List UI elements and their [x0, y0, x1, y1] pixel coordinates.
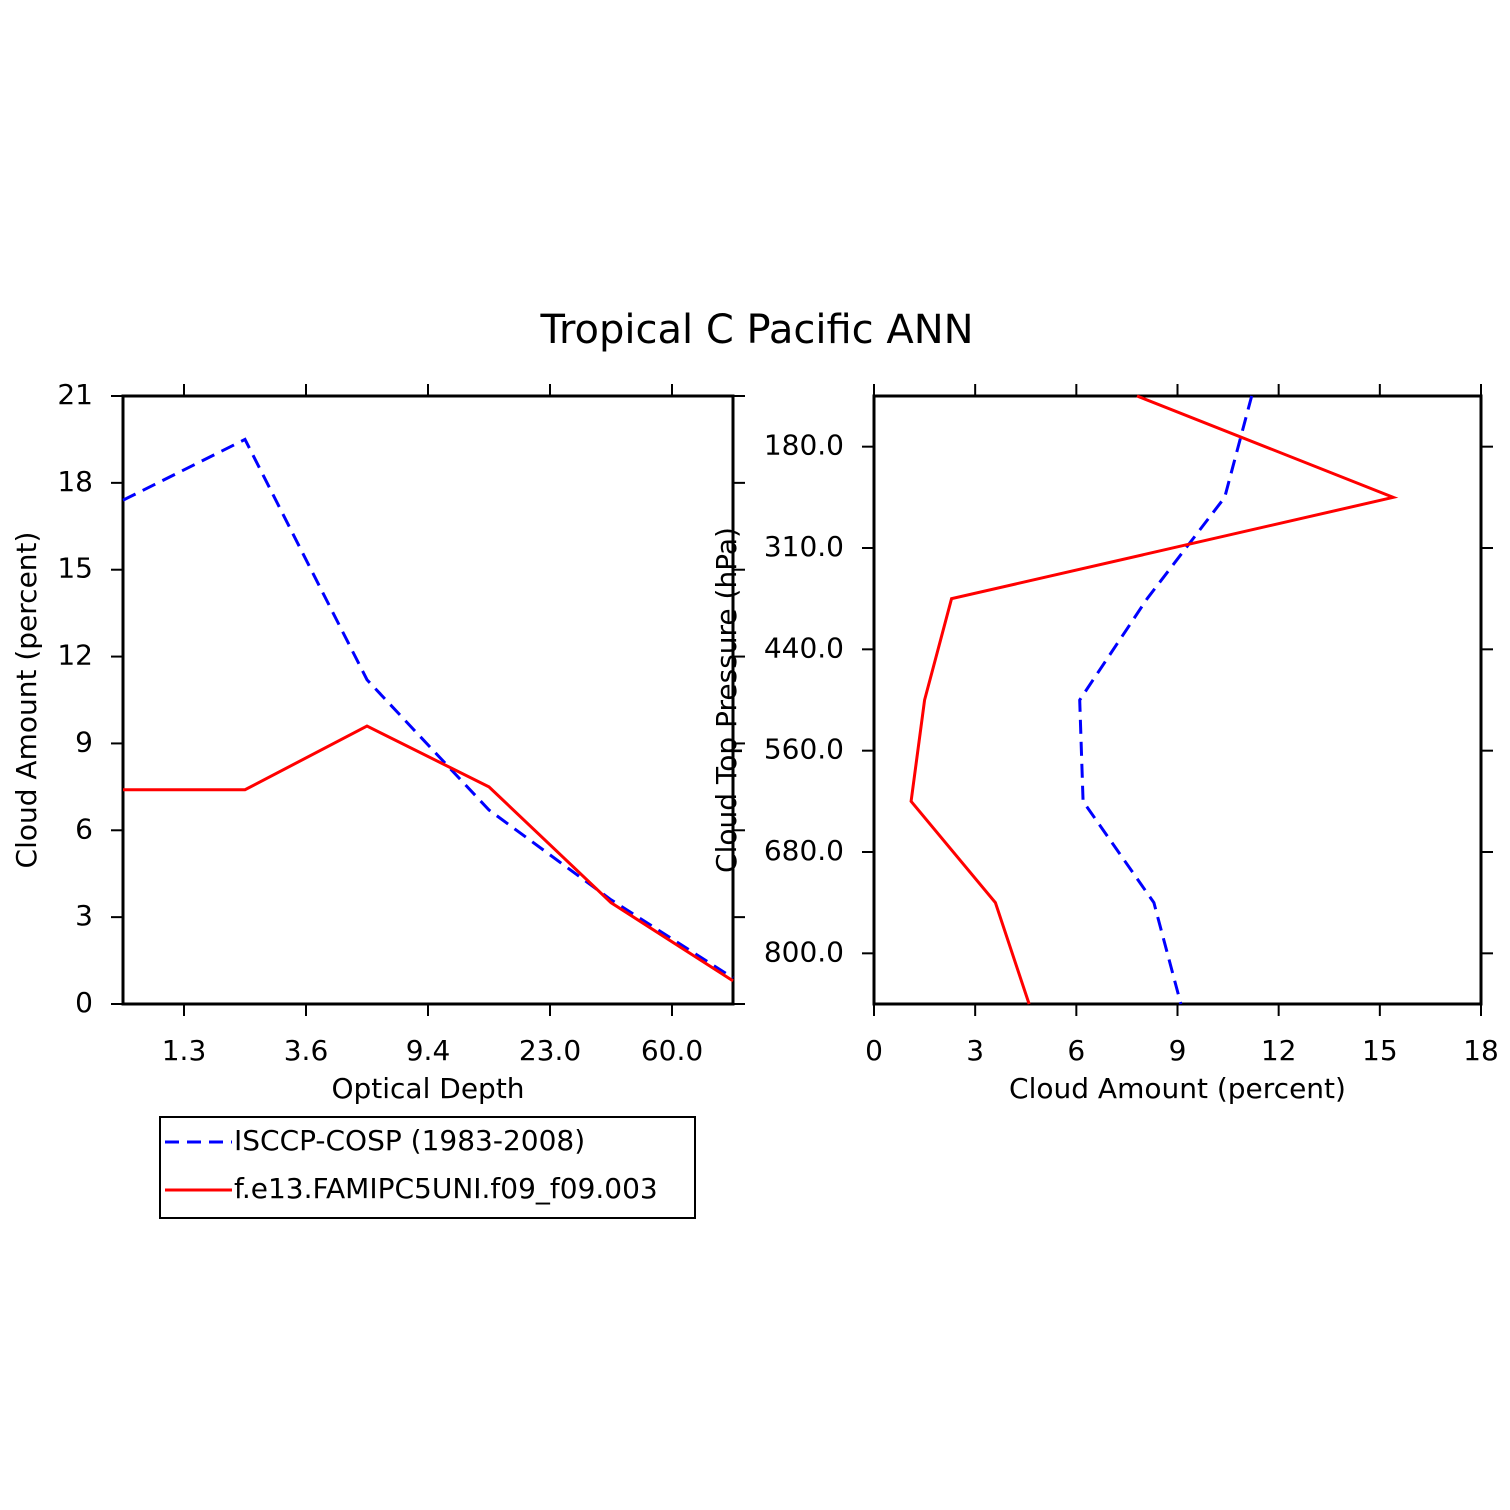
y-tick-label: 800.0 [764, 935, 844, 968]
x-tick-label: 15 [1362, 1034, 1398, 1067]
legend-label: f.e13.FAMIPC5UNI.f09_f09.003 [234, 1172, 658, 1205]
series-line [909, 394, 1399, 1005]
y-tick-label: 180.0 [764, 429, 844, 462]
legend-box [159, 1116, 696, 1219]
x-tick-label: 6 [1067, 1034, 1085, 1067]
x-tick-label: 18 [1463, 1034, 1499, 1067]
y-tick-label: 3 [75, 899, 93, 932]
y-tick-label: 9 [75, 725, 93, 758]
y-tick-label: 18 [57, 465, 93, 498]
x-tick-label: 23.0 [519, 1034, 581, 1067]
legend-label: ISCCP-COSP (1983-2008) [234, 1124, 585, 1157]
y-tick-label: 21 [57, 378, 93, 411]
x-tick-label: 9.4 [406, 1034, 451, 1067]
x-tick-label: 9 [1169, 1034, 1187, 1067]
y-axis-label: Cloud Top Pressure (hPa) [710, 527, 743, 873]
series-line [123, 724, 734, 983]
x-tick-label: 3 [966, 1034, 984, 1067]
y-tick-label: 440.0 [764, 631, 844, 664]
y-tick-label: 310.0 [764, 530, 844, 563]
x-axis-label: Optical Depth [331, 1072, 524, 1105]
y-tick-label: 560.0 [764, 733, 844, 766]
plot-frame [872, 394, 1483, 1006]
x-tick-label: 0 [865, 1034, 883, 1067]
series-line [122, 437, 734, 980]
y-axis-label: Cloud Amount (percent) [10, 532, 43, 869]
plot-frame [121, 394, 735, 1006]
x-tick-label: 1.3 [162, 1034, 207, 1067]
x-tick-label: 3.6 [284, 1034, 329, 1067]
y-tick-label: 6 [75, 812, 93, 845]
figure-title: Tropical C Pacific ANN [539, 307, 973, 353]
y-tick-label: 680.0 [764, 834, 844, 867]
x-axis-label: Cloud Amount (percent) [1009, 1072, 1346, 1105]
x-tick-label: 12 [1261, 1034, 1297, 1067]
y-tick-label: 12 [57, 639, 93, 672]
y-tick-label: 0 [75, 986, 93, 1019]
series-line [1078, 395, 1254, 1005]
y-tick-label: 15 [57, 552, 93, 585]
x-tick-label: 60.0 [641, 1034, 703, 1067]
